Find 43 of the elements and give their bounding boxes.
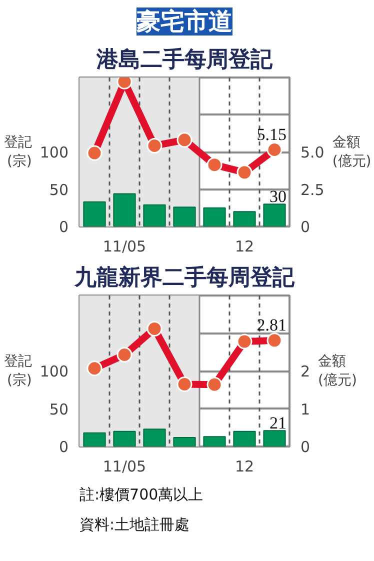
chart-title: 豪宅市道	[136, 8, 232, 36]
y-axis-title: 登記 (宗)	[4, 134, 32, 170]
bar	[143, 204, 166, 226]
bar	[83, 201, 106, 226]
data-label: 21	[270, 414, 286, 433]
bar	[203, 207, 226, 226]
bar	[173, 206, 196, 226]
data-label: 2.81	[256, 315, 286, 334]
x-tick-label: 11/05	[102, 238, 146, 256]
y-tick-label: 0	[58, 218, 69, 236]
y2-tick-label: 2.5	[300, 180, 324, 199]
text: 資料:土地註冊處	[80, 516, 190, 534]
y-tick-label: 0	[58, 438, 69, 456]
bar	[113, 193, 136, 226]
y-tick-label: 50	[49, 180, 69, 199]
bar	[83, 432, 106, 446]
chart-subtitle: 港島二手每周登記	[96, 48, 274, 72]
y-tick-label: 100	[40, 362, 69, 380]
y2-axis-title: 金額 (億元)	[332, 134, 372, 170]
x-tick-label: 12	[234, 238, 254, 256]
y2-tick-label: 5.0	[300, 144, 324, 162]
bar	[143, 428, 166, 446]
bar	[203, 436, 226, 446]
bar	[233, 211, 256, 226]
text: 註:樓價700萬以上	[80, 486, 204, 504]
y-tick-label: 50	[49, 400, 69, 418]
y2-tick-label: 0	[300, 438, 310, 456]
x-tick-label: 11/05	[102, 458, 146, 476]
x-tick-label: 12	[234, 458, 254, 476]
y2-axis-title: 金額 (億元)	[318, 353, 357, 389]
y-axis-title: 登記 (宗)	[4, 353, 32, 389]
data-label: 30	[270, 187, 286, 206]
chart-title: 九龍新界二手每周登記	[74, 264, 296, 290]
bar	[113, 430, 136, 446]
bar	[263, 430, 286, 446]
y2-tick-label: 1	[300, 400, 310, 418]
bar	[233, 430, 256, 446]
y2-tick-label: 2	[300, 362, 310, 380]
bar	[263, 204, 286, 226]
y2-tick-label: 0	[300, 218, 310, 236]
y-tick-label: 100	[40, 144, 69, 162]
data-label: 5.15	[256, 124, 286, 144]
bar	[173, 436, 196, 446]
